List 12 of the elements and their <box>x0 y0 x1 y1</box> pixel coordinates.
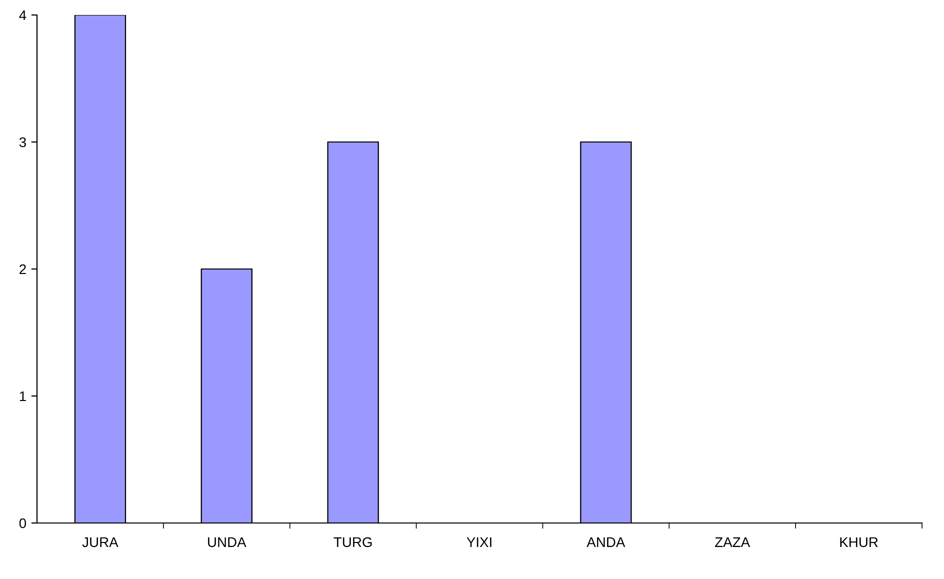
y-tick-label: 4 <box>19 10 26 20</box>
x-tick-label: ANDA <box>586 537 626 547</box>
y-tick-label: 2 <box>20 264 26 274</box>
y-tick-label: 0 <box>19 518 26 528</box>
y-tick-label: 3 <box>19 137 26 148</box>
y-tick-label: 1 <box>20 391 26 402</box>
x-tick-label: KHUR <box>840 537 878 548</box>
x-tick-label: TURG <box>334 537 372 548</box>
x-tick-label: JURA <box>82 537 118 548</box>
x-tick-label: YIXI <box>466 537 492 547</box>
x-tick-label: UNDA <box>208 537 246 548</box>
x-tick-label: ZAZA <box>715 537 750 547</box>
